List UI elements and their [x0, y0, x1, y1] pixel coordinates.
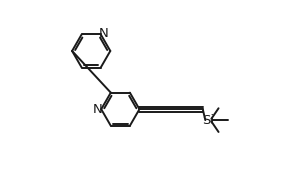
Text: N: N — [93, 103, 103, 116]
Text: Si: Si — [203, 114, 215, 127]
Text: N: N — [99, 27, 109, 40]
